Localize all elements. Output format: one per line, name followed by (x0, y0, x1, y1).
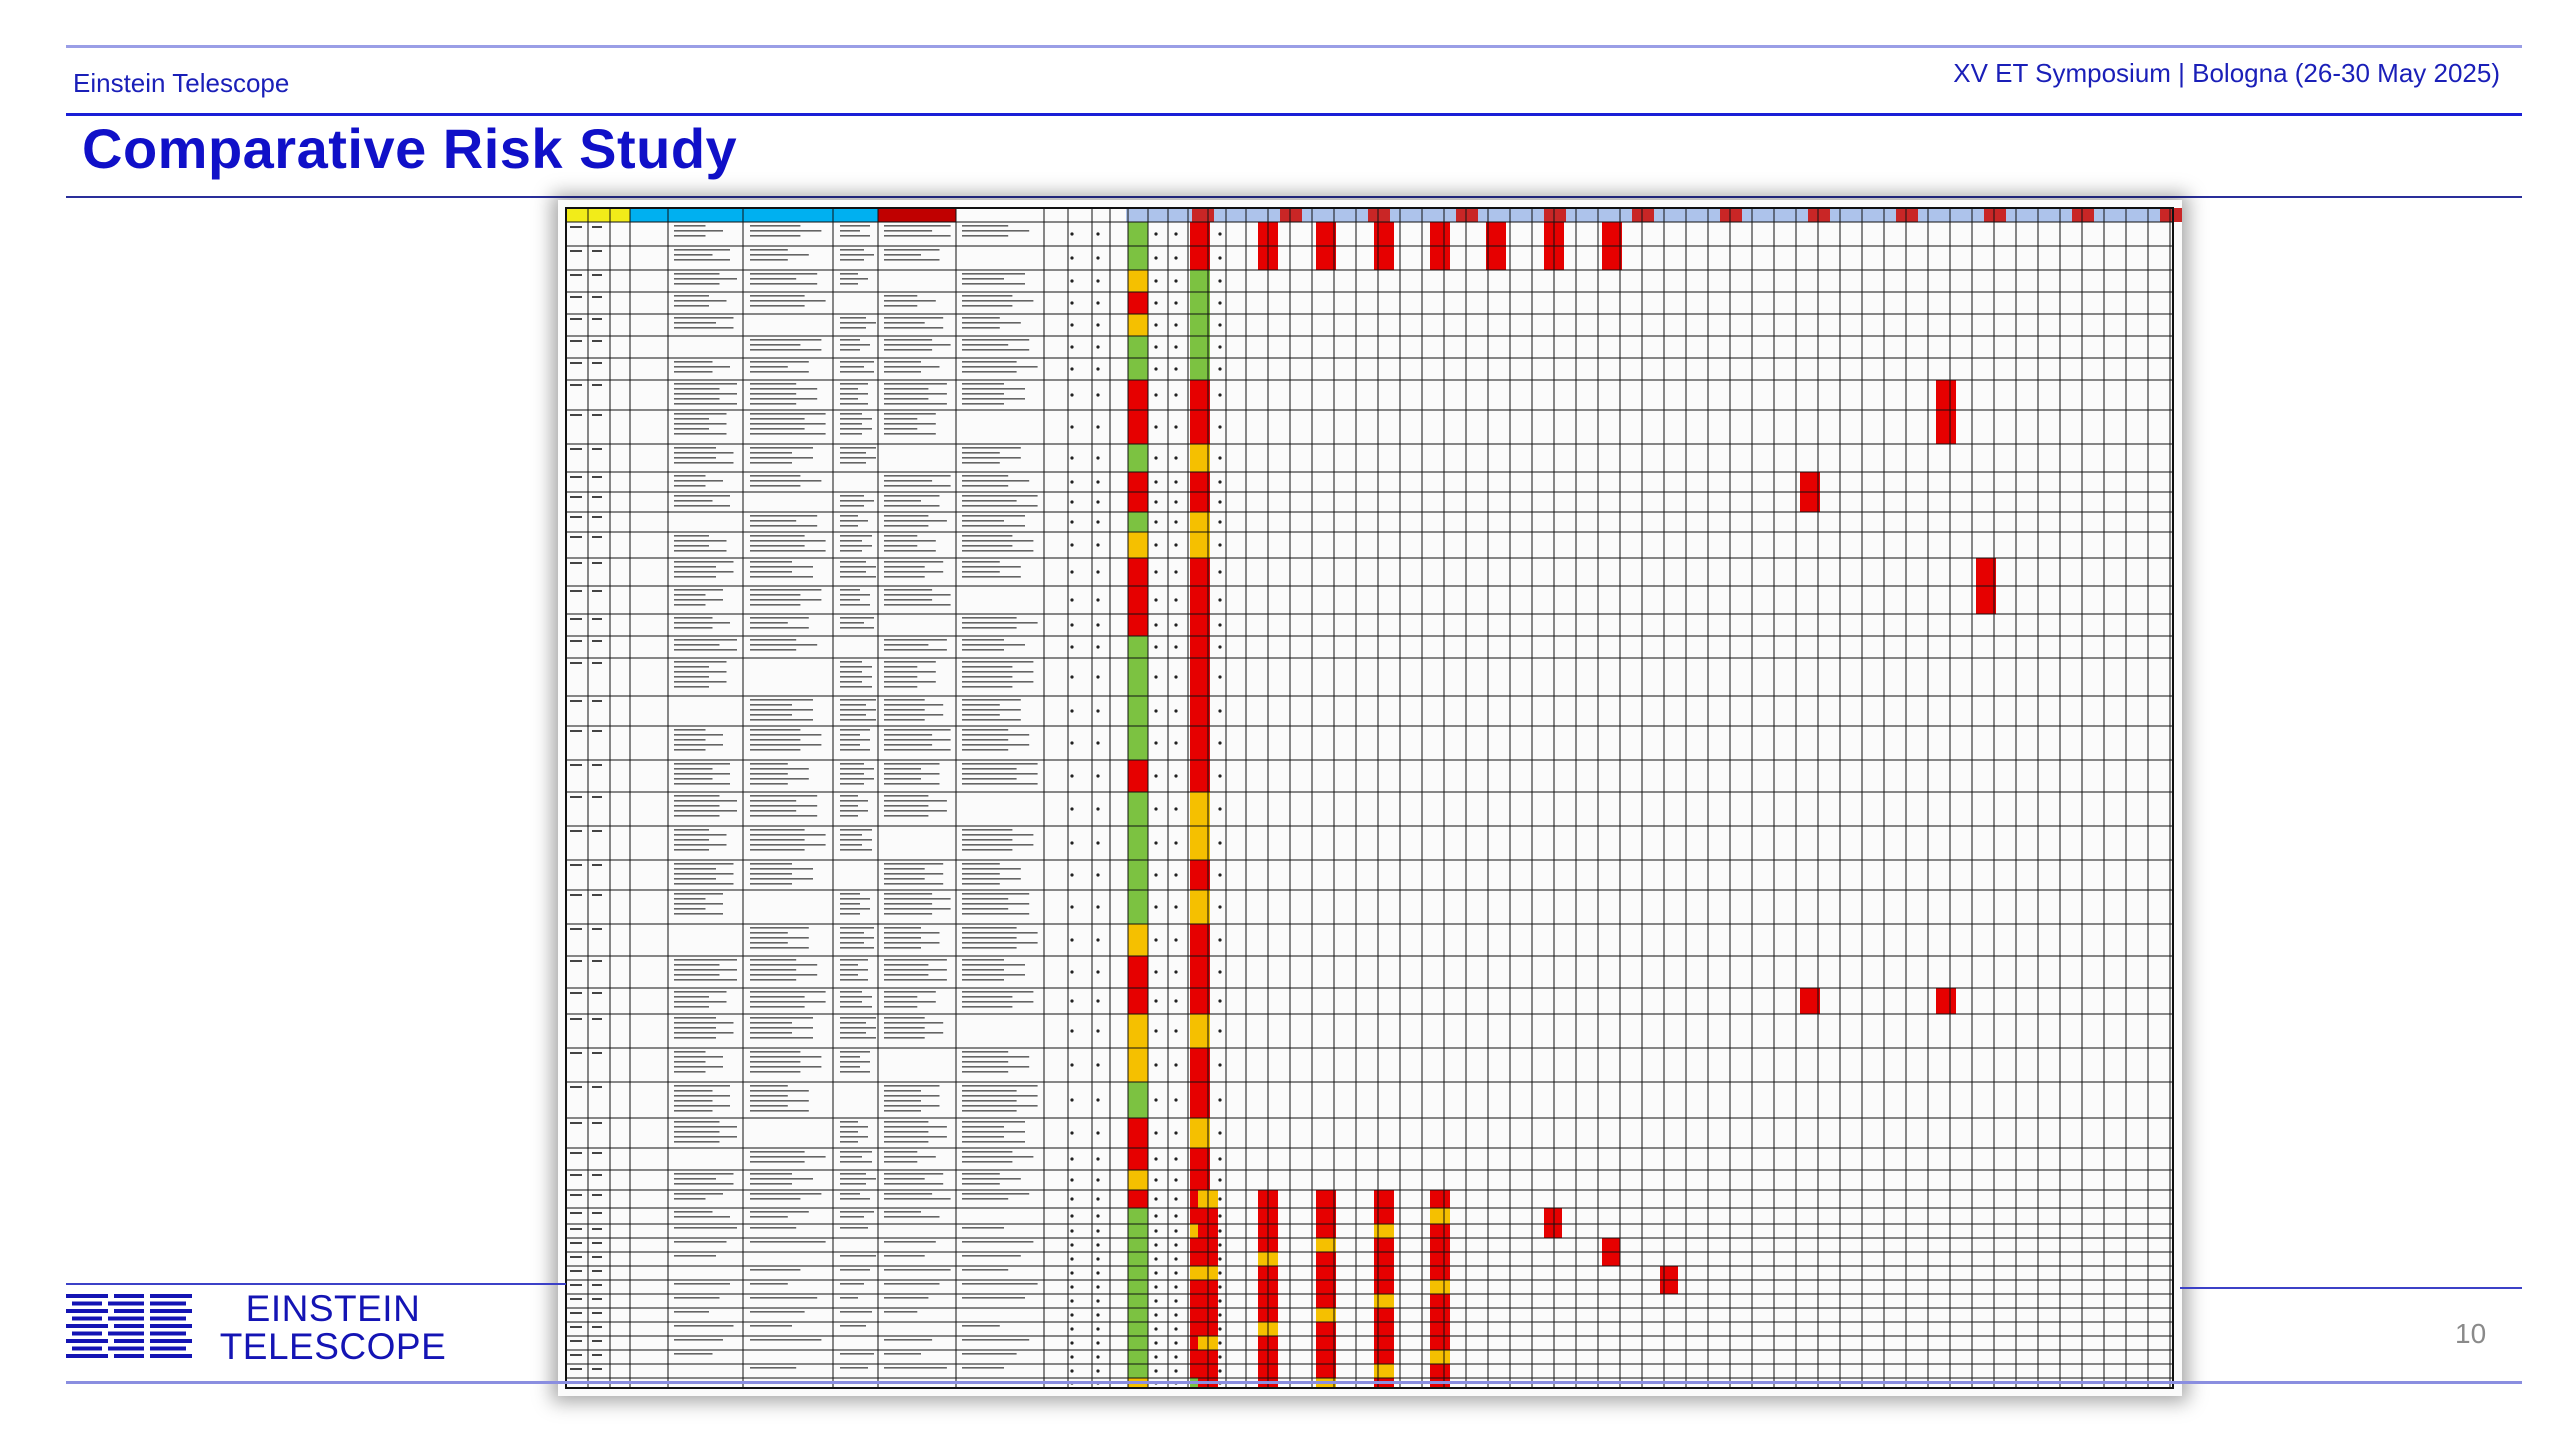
logo-line-2: TELESCOPE (219, 1326, 447, 1367)
risk-register-spreadsheet-image (558, 200, 2182, 1396)
einstein-telescope-logo: EINSTEIN TELESCOPE (66, 1290, 446, 1370)
header-rule (66, 113, 2522, 116)
org-name: Einstein Telescope (73, 68, 290, 98)
top-rule (66, 45, 2522, 48)
footer-rule (66, 1381, 2522, 1384)
event-name: XV ET Symposium | Bologna (26-30 May 202… (1953, 58, 2500, 88)
logo-line-1: EINSTEIN (245, 1288, 421, 1329)
slide-title: Comparative Risk Study (82, 117, 738, 180)
title-rule (66, 196, 2522, 198)
logo-text: EINSTEIN TELESCOPE (218, 1290, 448, 1366)
et-logo-mark-icon (66, 1294, 192, 1358)
footer-rule-left (66, 1283, 566, 1285)
page-number: 10 (2455, 1318, 2487, 1349)
footer-rule-right (2180, 1287, 2522, 1289)
